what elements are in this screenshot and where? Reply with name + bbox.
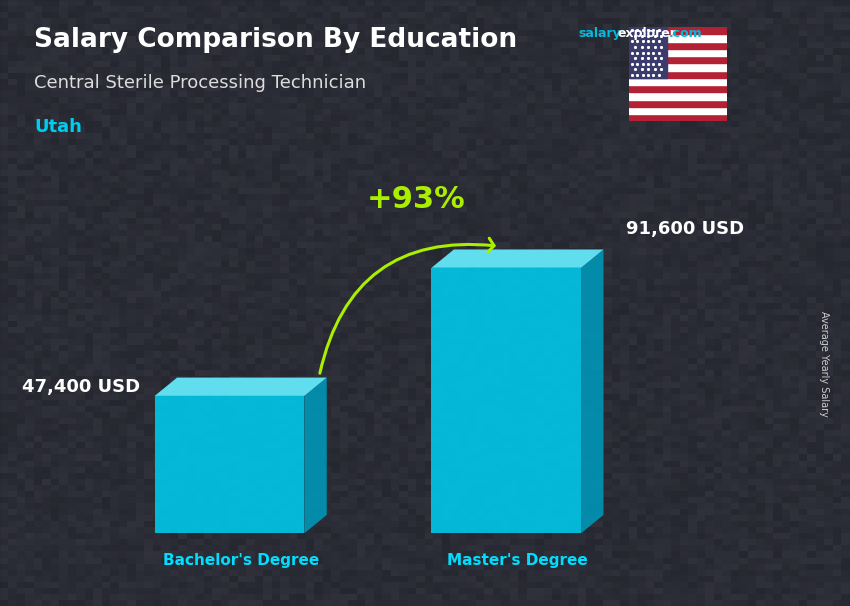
Text: .com: .com (669, 27, 703, 40)
Bar (629, 92, 727, 99)
Bar (629, 114, 727, 121)
Text: +93%: +93% (367, 185, 466, 214)
Bar (629, 64, 727, 71)
Bar (629, 99, 727, 107)
Bar (629, 56, 727, 64)
Text: Bachelor's Degree: Bachelor's Degree (162, 553, 319, 568)
Text: Central Sterile Processing Technician: Central Sterile Processing Technician (34, 74, 366, 92)
Polygon shape (155, 378, 326, 396)
Text: 47,400 USD: 47,400 USD (21, 378, 139, 396)
Bar (629, 78, 727, 85)
Bar (629, 42, 727, 49)
Bar (629, 27, 666, 78)
Bar (629, 85, 727, 92)
Polygon shape (304, 378, 326, 533)
Text: 91,600 USD: 91,600 USD (626, 221, 744, 239)
Bar (629, 49, 727, 56)
Polygon shape (432, 268, 581, 533)
Text: Salary Comparison By Education: Salary Comparison By Education (34, 27, 517, 53)
Text: explorer: explorer (617, 27, 676, 40)
Text: Utah: Utah (34, 118, 82, 136)
Text: Average Yearly Salary: Average Yearly Salary (819, 311, 829, 416)
Bar (629, 35, 727, 42)
Polygon shape (432, 250, 604, 268)
Polygon shape (155, 396, 304, 533)
Bar (629, 71, 727, 78)
Text: salary: salary (578, 27, 620, 40)
Text: Master's Degree: Master's Degree (447, 553, 588, 568)
Bar (629, 107, 727, 114)
Bar (629, 27, 727, 35)
Polygon shape (581, 250, 604, 533)
